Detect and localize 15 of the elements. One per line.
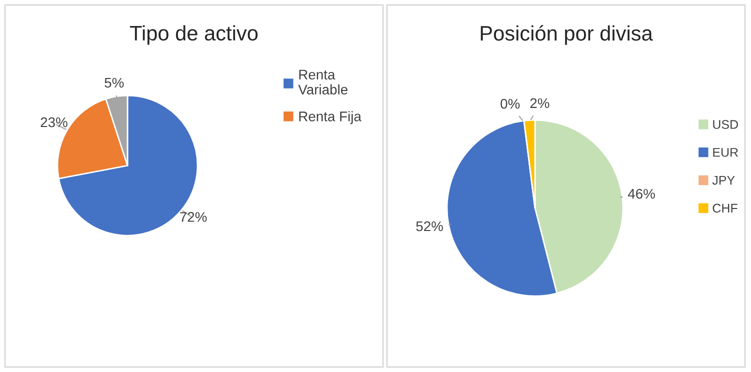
text: 0% — [500, 98, 520, 109]
legend-label: USD — [713, 120, 738, 129]
legend-label: JPY — [712, 176, 735, 185]
data-label: 5% — [104, 78, 124, 88]
data-label: 2% — [530, 98, 550, 108]
data-label: 72% — [180, 212, 207, 222]
legend-label: EUR — [713, 148, 738, 157]
legend-label: Renta Fija — [299, 111, 362, 124]
data-label: 23% — [40, 117, 68, 128]
legend-label: CHF — [712, 204, 738, 213]
chart-title: Tipo de activo — [130, 25, 258, 45]
data-label: 52% — [416, 221, 443, 232]
data-label: 46% — [628, 188, 655, 199]
chart-title: Posición por divisa — [480, 25, 653, 45]
legend-label: Renta Variable — [298, 70, 348, 95]
